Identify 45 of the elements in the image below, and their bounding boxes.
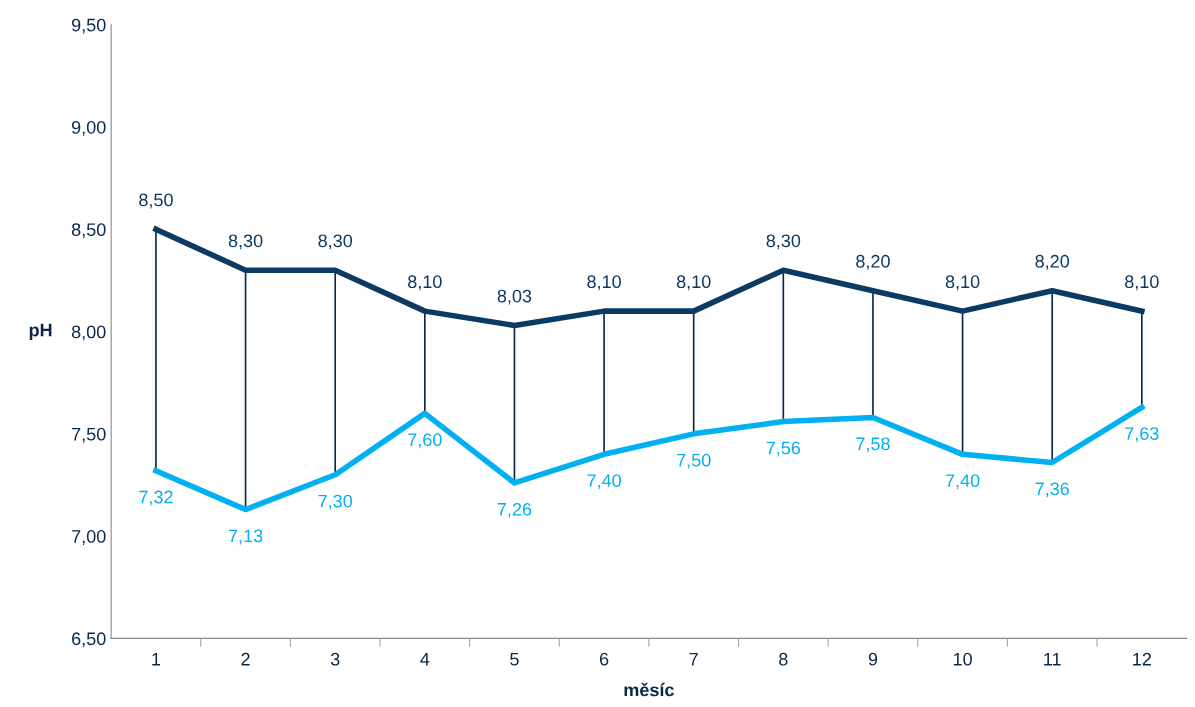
- x-tick-label: 5: [510, 652, 519, 666]
- x-tick-label: 4: [420, 652, 430, 666]
- x-tick-label: 6: [599, 652, 609, 666]
- data-label: 8,50: [139, 193, 173, 209]
- data-label: 8,30: [318, 234, 353, 250]
- data-label: 8,10: [587, 275, 621, 291]
- data-label: 8,10: [1125, 275, 1159, 291]
- data-label: 8,20: [1035, 254, 1070, 270]
- data-label: 7,56: [766, 441, 801, 457]
- y-tick-label: 8,50: [71, 223, 106, 239]
- data-label: 8,10: [945, 275, 980, 291]
- data-label: 8,03: [497, 289, 532, 305]
- x-tick-label: 11: [1044, 652, 1061, 666]
- data-label: 7,50: [677, 453, 711, 469]
- data-label: 7,26: [497, 502, 532, 518]
- x-tick-label: 7: [689, 652, 698, 666]
- data-label: 7,36: [1035, 482, 1069, 498]
- data-label: 8,10: [408, 275, 442, 291]
- x-tick-label: 10: [953, 652, 972, 666]
- data-label: 8,30: [228, 234, 263, 250]
- data-label: 7,32: [139, 490, 173, 506]
- y-tick-label: 7,00: [72, 530, 106, 545]
- x-tick-label: 3: [330, 652, 340, 666]
- data-label: 7,30: [318, 494, 353, 510]
- x-tick-label: 8: [779, 652, 788, 666]
- data-label: 7,63: [1125, 427, 1159, 443]
- x-tick-label: 1: [152, 652, 161, 666]
- x-tick-label: 12: [1133, 652, 1151, 666]
- data-label: 7,40: [587, 474, 621, 490]
- data-label: 7,13: [228, 529, 263, 545]
- x-axis-title: měsíc: [624, 682, 674, 697]
- x-tick-label: 9: [868, 652, 878, 666]
- data-label: 8,30: [766, 234, 801, 250]
- y-tick-label: 6,50: [72, 632, 106, 648]
- y-tick-label: 8,00: [71, 325, 106, 341]
- data-label: 8,10: [676, 275, 711, 291]
- y-axis-title: pH: [29, 323, 52, 340]
- x-tick-label: 2: [241, 652, 250, 666]
- y-tick-label: 9,50: [71, 18, 106, 34]
- y-tick-label: 7,50: [72, 427, 106, 443]
- data-label: 8,20: [856, 254, 890, 270]
- data-label: 7,60: [408, 433, 442, 449]
- data-label: 7,58: [856, 437, 890, 453]
- data-label: 7,40: [945, 474, 980, 490]
- y-tick-label: 9,00: [71, 120, 106, 136]
